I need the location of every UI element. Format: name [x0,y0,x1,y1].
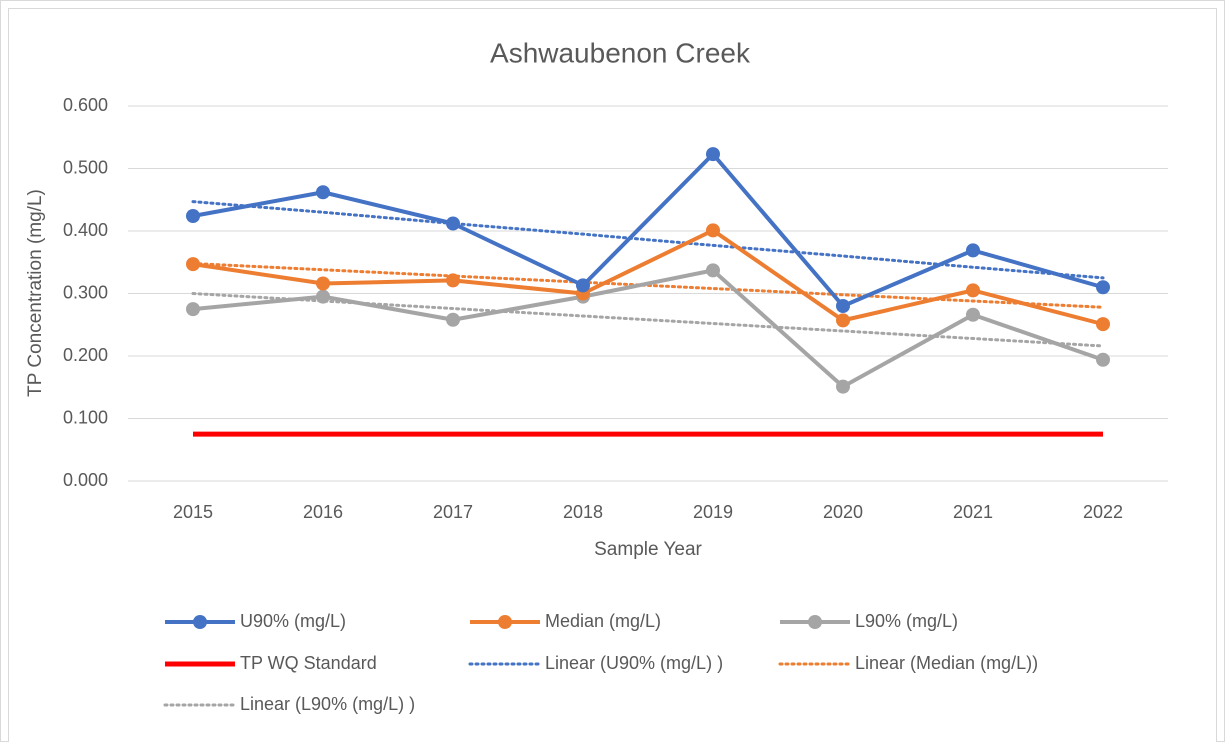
legend-label: Linear (U90% (mg/L) ) [545,653,723,673]
point [966,307,980,322]
point [966,283,980,298]
series-line [192,152,1104,308]
x-tick-label: 2017 [433,502,473,522]
point [836,379,850,394]
point [446,312,460,327]
point [706,147,720,162]
y-tick-label: 0.300 [63,282,108,302]
series-line [192,228,1104,327]
y-tick-label: 0.000 [63,470,108,490]
point [706,223,720,238]
x-tick-label: 2015 [173,502,213,522]
x-axis-title: Sample Year [594,539,702,560]
chart-frame [8,8,1217,742]
point [186,302,200,317]
point [316,289,330,304]
point [1096,280,1110,295]
x-tick-label: 2019 [693,502,733,522]
point [576,278,590,293]
x-tick-label: 2016 [303,502,343,522]
point [186,257,200,272]
point [446,216,460,231]
point [706,263,720,278]
legend-label: Linear (Median (mg/L)) [855,653,1038,673]
legend-label: L90% (mg/L) [855,611,958,631]
y-tick-label: 0.100 [63,407,108,427]
legend-marker [808,615,822,629]
point [1096,352,1110,367]
legend-label: Linear (L90% (mg/L) ) [240,694,415,714]
point [836,299,850,313]
point [836,313,850,328]
legend-marker [193,615,207,629]
chart-title: Ashwaubenon Creek [490,37,751,68]
point [1096,317,1110,332]
x-tick-label: 2018 [563,502,603,522]
series-line [192,268,1104,389]
point [316,276,330,291]
legend-label: U90% (mg/L) [240,611,346,631]
trend-line [191,200,1105,280]
legend-marker [498,615,512,629]
y-tick-label: 0.600 [63,95,108,115]
legend-label: TP WQ Standard [240,653,377,673]
y-tick-label: 0.200 [63,345,108,365]
point [966,243,980,258]
x-tick-label: 2022 [1083,502,1123,522]
point [186,209,200,223]
legend-label: Median (mg/L) [545,611,661,631]
y-tick-label: 0.500 [63,157,108,177]
point [316,185,330,200]
y-tick-label: 0.400 [63,220,108,240]
y-axis-title: TP Concentration (mg/L) [25,189,46,397]
x-tick-label: 2020 [823,502,863,522]
x-tick-label: 2021 [953,502,993,522]
point [446,273,460,288]
